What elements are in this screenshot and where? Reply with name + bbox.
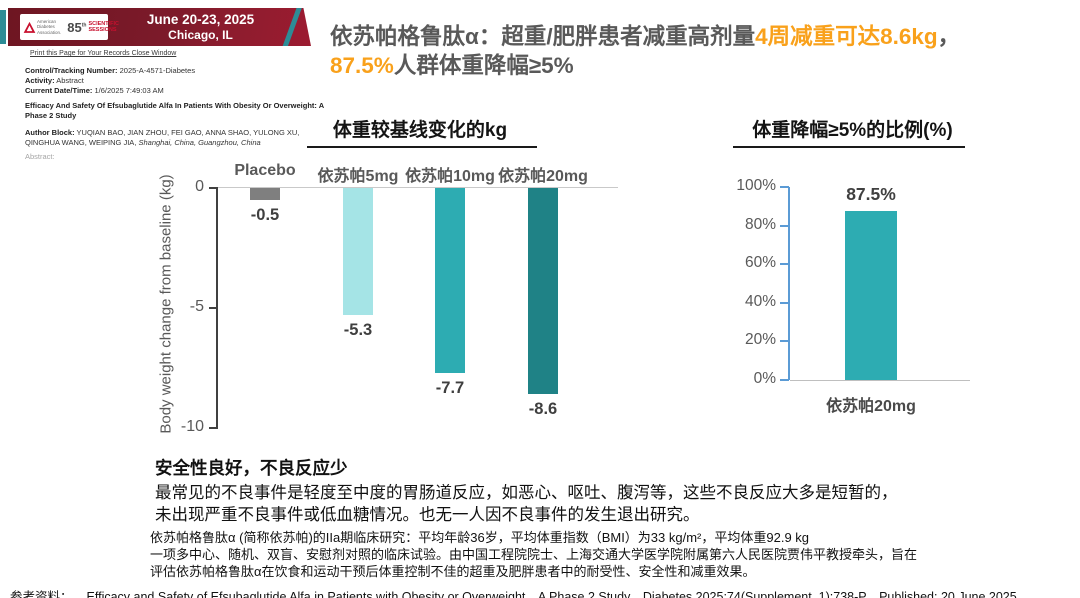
reference-label: 参考资料： bbox=[10, 590, 73, 598]
title-underline bbox=[733, 146, 965, 148]
weight-change-chart: 体重较基线变化的kg Body weight change from basel… bbox=[140, 108, 620, 453]
y-tick-mark bbox=[209, 307, 217, 309]
bar-placebo bbox=[250, 188, 280, 200]
ada-conference-banner: American Diabetes Association. 85th SCIE… bbox=[8, 8, 311, 46]
safety-text-line2: 未出现严重不良事件或低血糖情况。也无一人因不良事件的发生退出研究。 bbox=[155, 506, 700, 524]
y-tick-label: 60% bbox=[744, 254, 776, 272]
close-window-link[interactable]: Close Window bbox=[131, 50, 177, 57]
ada-logo-badge: American Diabetes Association. 85th SCIE… bbox=[20, 14, 119, 40]
y-tick-label: 0 bbox=[195, 178, 204, 195]
y-tick-mark bbox=[209, 427, 217, 429]
category-label: 依苏帕20mg bbox=[498, 168, 588, 185]
category-label: Placebo bbox=[234, 162, 296, 179]
y-tick-label: 0% bbox=[753, 370, 776, 387]
datetime-line: Current Date/Time: 1/6/2025 7:49:03 AM bbox=[25, 85, 164, 95]
y-axis-line bbox=[788, 187, 790, 380]
y-axis-line bbox=[216, 187, 218, 429]
abstract-title: Efficacy And Safety Of Efsubaglutide Alf… bbox=[25, 101, 324, 120]
ada-org-name: American Diabetes Association. bbox=[37, 19, 62, 35]
y-tick-label: -10 bbox=[180, 418, 204, 435]
category-label: 依苏帕5mg bbox=[317, 168, 399, 185]
category-label: 依苏帕20mg bbox=[826, 398, 916, 415]
reference-line: 参考资料： Efficacy and Safety of Efsubaglutid… bbox=[10, 586, 1017, 598]
title-underline bbox=[307, 146, 537, 148]
bar-dose-1 bbox=[343, 188, 373, 315]
bar-value-label: 87.5% bbox=[846, 184, 896, 204]
abstract-meta-block: Control/Tracking Number: 2025-A-4571-Dia… bbox=[25, 66, 325, 162]
reference-text: Efficacy and Safety of Efsubaglutide Alf… bbox=[86, 590, 1017, 598]
zero-gridline bbox=[218, 187, 618, 188]
study-description-line1: 依苏帕格鲁肽α (简称依苏帕)的IIa期临床研究：平均年龄36岁，平均体重指数（… bbox=[150, 530, 810, 545]
bar-dose-2 bbox=[435, 188, 465, 373]
y-tick-mark bbox=[780, 186, 789, 188]
bar-dose-20mg bbox=[845, 211, 897, 380]
bar-value-label: -7.7 bbox=[435, 379, 465, 397]
bar-value-label: -5.3 bbox=[343, 321, 373, 339]
print-page-link[interactable]: Print this Page for Your Records bbox=[30, 50, 130, 57]
bar-value-label: -8.6 bbox=[528, 400, 558, 418]
conference-date: June 20-23, 2025 Chicago, IL bbox=[108, 12, 293, 42]
category-label: 依苏帕10mg bbox=[405, 168, 495, 185]
y-tick-label: 100% bbox=[736, 177, 776, 194]
responder-rate-chart: 体重降幅≥5%的比例(%) 100% 80% 60% 40% 20% 0% 87.5% 依苏帕… bbox=[720, 108, 1015, 423]
safety-heading: 安全性良好，不良反应少 bbox=[155, 458, 348, 478]
tracking-number-line: Control/Tracking Number: 2025-A-4571-Dia… bbox=[25, 66, 196, 75]
abstract-label: Abstract: bbox=[25, 152, 55, 162]
y-tick-label: 40% bbox=[744, 292, 776, 310]
y-tick-mark bbox=[780, 224, 789, 227]
y-tick-label: -5 bbox=[189, 298, 204, 315]
author-block: Author Block: YUQIAN BAO, JIAN ZHOU, FEI… bbox=[25, 127, 300, 147]
y-tick-mark bbox=[209, 187, 217, 189]
responder-rate-chart-title: 体重降幅≥5%的比例(%) bbox=[752, 120, 953, 141]
scientific-sessions-label: SCIENTIFIC SESSIONS bbox=[88, 20, 120, 33]
x-axis-line bbox=[790, 380, 970, 381]
activity-line: Activity: Abstract bbox=[25, 75, 84, 85]
conference-date-range: June 20-23, 2025 bbox=[146, 12, 255, 27]
y-tick-label: 80% bbox=[744, 215, 776, 233]
y-tick-mark bbox=[780, 301, 789, 304]
y-tick-mark bbox=[780, 263, 789, 266]
bar-value-label: -0.5 bbox=[250, 206, 280, 224]
y-tick-mark bbox=[780, 379, 789, 381]
print-close-links[interactable]: Print this Page for Your Records Close W… bbox=[30, 50, 176, 57]
sessions-number: 85th bbox=[67, 19, 87, 35]
banner-edge-decoration bbox=[0, 10, 6, 44]
page-title: 依苏帕格鲁肽α：超重/肥胖患者减重高剂量4周减重可达8.6kg， 87.5%人群… bbox=[330, 24, 961, 78]
ada-triangle-logo-icon bbox=[23, 21, 36, 33]
y-tick-label: 20% bbox=[744, 331, 776, 349]
study-description-line2: 一项多中心、随机、双盲、安慰剂对照的临床试验。由中国工程院院士、上海交通大学医学… bbox=[150, 547, 918, 562]
study-description-line3: 评估依苏帕格鲁肽α在饮食和运动干预后体重控制不佳的超重及肥胖患者中的耐受性、安全… bbox=[150, 564, 756, 579]
bar-dose-3 bbox=[528, 188, 558, 394]
y-tick-mark bbox=[780, 340, 789, 343]
conference-city: Chicago, IL bbox=[168, 28, 233, 42]
weight-change-chart-title: 体重较基线变化的kg bbox=[332, 120, 508, 141]
safety-text-line1: 最常见的不良事件是轻度至中度的胃肠道反应，如恶心、呕吐、腹泻等，这些不良反应大多… bbox=[155, 484, 898, 502]
